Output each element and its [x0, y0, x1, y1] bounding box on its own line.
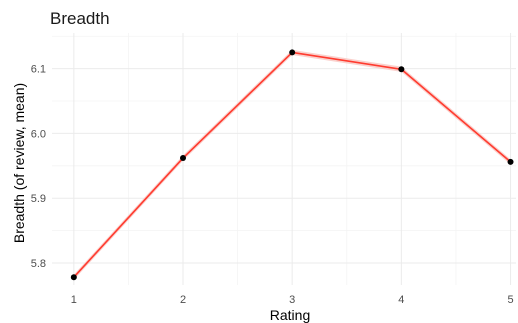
chart-title: Breadth: [50, 9, 110, 28]
y-axis-title: Breadth (of review, mean): [11, 83, 27, 243]
x-axis-ticks: 1 2 3 4 5: [71, 294, 514, 306]
x-tick-label: 1: [71, 294, 77, 306]
y-tick-label: 6.0: [31, 128, 46, 140]
x-tick-label: 4: [398, 294, 404, 306]
data-point: [180, 155, 187, 162]
grid: [52, 33, 516, 285]
data-point: [398, 66, 405, 73]
y-axis-ticks: 5.8 5.9 6.0 6.1: [31, 64, 46, 270]
x-tick-label: 3: [289, 294, 295, 306]
x-tick-label: 5: [507, 294, 513, 306]
x-tick-label: 2: [180, 294, 186, 306]
y-tick-label: 5.8: [31, 258, 46, 270]
data-points: [70, 49, 514, 281]
data-point: [507, 158, 514, 165]
y-tick-label: 6.1: [31, 64, 46, 76]
data-point: [70, 274, 77, 281]
data-point: [289, 49, 296, 56]
y-tick-label: 5.9: [31, 193, 46, 205]
x-axis-title: Rating: [270, 307, 310, 323]
